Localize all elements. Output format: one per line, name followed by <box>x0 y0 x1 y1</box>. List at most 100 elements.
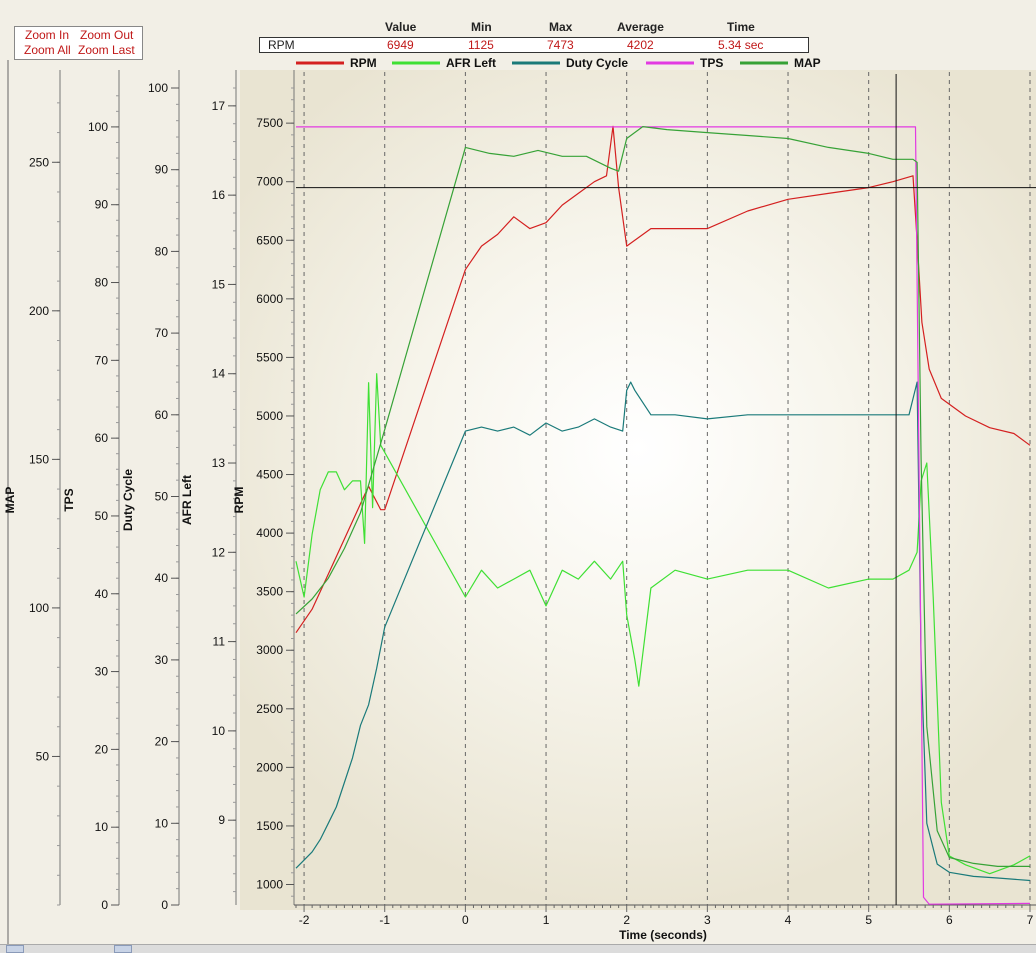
x-tick-label: 4 <box>785 913 792 927</box>
x-tick-label: 2 <box>623 913 630 927</box>
tick-label: 10 <box>155 816 169 830</box>
tick-label: 50 <box>155 490 169 504</box>
stats-header-time: Time <box>727 20 755 34</box>
tick-label: 12 <box>212 545 226 559</box>
tick-label: 70 <box>95 353 109 367</box>
tick-label: 6500 <box>256 233 283 247</box>
axis-label: TPS <box>62 488 76 511</box>
stats-average: 4202 <box>627 38 654 52</box>
tick-label: 9 <box>218 813 225 827</box>
axis-afr-left: 9 10 11 12 13 14 15 16 17 AFR Left <box>180 70 237 905</box>
zoom-all-button[interactable]: Zoom All <box>24 43 71 57</box>
tick-label: 13 <box>212 456 226 470</box>
axis-label: Duty Cycle <box>121 469 135 531</box>
tick-label: 4000 <box>256 526 283 540</box>
stats-header-value: Value <box>385 20 417 34</box>
axis-duty-cycle: 0 10 20 30 40 50 60 70 80 90 100 Duty Cycle <box>121 70 180 912</box>
tick-label: 150 <box>29 452 49 466</box>
stats-row[interactable]: RPM 6949 1125 7473 4202 5.34 sec <box>259 37 809 53</box>
x-tick-label: 6 <box>946 913 953 927</box>
legend-item-duty-cycle[interactable]: Duty Cycle <box>512 56 628 70</box>
tick-label: 15 <box>212 277 226 291</box>
tick-label: 0 <box>101 898 108 912</box>
tick-label: 250 <box>29 155 49 169</box>
tick-label: 40 <box>95 587 109 601</box>
tick-label: 1000 <box>256 878 283 892</box>
series-map <box>295 125 1030 868</box>
x-tick-label: 0 <box>462 913 469 927</box>
tick-label: 2000 <box>256 760 283 774</box>
tick-label: 30 <box>95 665 109 679</box>
legend-item-afr-left[interactable]: AFR Left <box>392 56 496 70</box>
tick-label: 100 <box>88 120 108 134</box>
tick-label: 90 <box>95 198 109 212</box>
legend-label: AFR Left <box>446 56 496 70</box>
tick-label: 10 <box>212 724 226 738</box>
stats-time: 5.34 sec <box>718 38 764 52</box>
legend: RPM AFR Left Duty Cycle TPS MAP <box>296 56 821 70</box>
tick-label: 3500 <box>256 585 283 599</box>
zoom-in-button[interactable]: Zoom In <box>25 28 70 42</box>
zoom-last-button[interactable]: Zoom Last <box>78 43 135 57</box>
tick-label: 2500 <box>256 702 283 716</box>
axis-tps: 0 10 20 30 40 50 60 70 80 90 100 TPS <box>62 70 120 912</box>
legend-label: RPM <box>350 56 377 70</box>
axis-label: AFR Left <box>180 475 194 525</box>
stats-channel: RPM <box>268 38 295 52</box>
tick-label: 11 <box>213 635 226 649</box>
grid-layer <box>303 72 1031 905</box>
legend-label: Duty Cycle <box>566 56 628 70</box>
stats-header-max: Max <box>549 20 573 34</box>
axis-map: 50 100 150 200 250 MAP <box>3 70 61 906</box>
legend-item-rpm[interactable]: RPM <box>296 56 377 70</box>
tick-label: 6000 <box>256 292 283 306</box>
x-tick-label: 7 <box>1027 913 1034 927</box>
tick-label: 60 <box>155 408 169 422</box>
tick-label: 0 <box>161 898 168 912</box>
x-tick-label: 1 <box>543 913 550 927</box>
tick-label: 200 <box>29 304 49 318</box>
series-afr-left <box>295 373 1031 875</box>
x-tick-label: 5 <box>865 913 872 927</box>
axis-label: MAP <box>3 487 17 514</box>
stats-header-row: Value Min Max Average Time <box>0 20 1036 36</box>
tick-label: 60 <box>95 431 109 445</box>
legend-label: MAP <box>794 56 821 70</box>
stats-header-min: Min <box>471 20 492 34</box>
stats-header-average: Average <box>617 20 664 34</box>
stats-max: 7473 <box>547 38 574 52</box>
tick-label: 80 <box>95 276 109 290</box>
x-tick-label: -1 <box>379 913 390 927</box>
tick-label: 40 <box>155 571 169 585</box>
tick-label: 4500 <box>256 468 283 482</box>
stats-value: 6949 <box>387 38 414 52</box>
tick-label: 50 <box>36 749 50 763</box>
legend-item-map[interactable]: MAP <box>740 56 821 70</box>
tick-label: 20 <box>155 735 169 749</box>
tick-label: 17 <box>212 99 226 113</box>
stats-min: 1125 <box>468 38 494 52</box>
x-tick-label: 3 <box>704 913 711 927</box>
tick-label: 3000 <box>256 643 283 657</box>
x-axis: -2 -1 0 1 2 3 4 5 6 7 Time (seconds) <box>294 904 1036 942</box>
axes-layer: 50100150200250MAP0102030405060708090100T… <box>3 60 1036 944</box>
tick-label: 50 <box>95 509 109 523</box>
series-layer <box>295 125 1031 905</box>
tick-label: 16 <box>212 188 226 202</box>
tick-label: 10 <box>95 820 109 834</box>
zoom-out-button[interactable]: Zoom Out <box>80 28 134 42</box>
series-duty-cycle <box>295 381 1031 882</box>
tick-label: 30 <box>155 653 169 667</box>
x-tick-label: -2 <box>299 913 310 927</box>
zoom-controls: Zoom In Zoom Out Zoom All Zoom Last <box>14 26 143 60</box>
tick-label: 100 <box>148 81 168 95</box>
series-tps <box>296 126 1031 905</box>
tick-label: 14 <box>212 367 226 381</box>
tick-label: 5500 <box>256 350 283 364</box>
axis-rpm: 1000 1500 2000 2500 3000 3500 4000 4500 5000 5500… <box>232 70 295 905</box>
legend-item-tps[interactable]: TPS <box>646 56 723 70</box>
legend-label: TPS <box>700 56 723 70</box>
axis-label: RPM <box>232 487 246 514</box>
tick-label: 7000 <box>256 175 283 189</box>
